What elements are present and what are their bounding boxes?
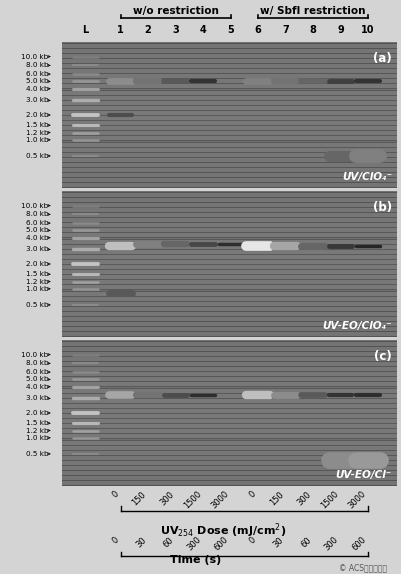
Text: 0.5 kb: 0.5 kb xyxy=(26,302,49,308)
Text: 1.2 kb: 1.2 kb xyxy=(26,428,49,433)
Text: 3.0 kb: 3.0 kb xyxy=(26,98,49,103)
Text: 0: 0 xyxy=(111,536,121,545)
Text: 0: 0 xyxy=(111,490,121,499)
Text: 8.0 kb: 8.0 kb xyxy=(26,360,49,366)
Text: (a): (a) xyxy=(373,52,392,65)
Text: 1500: 1500 xyxy=(182,490,203,511)
Text: 1.5 kb: 1.5 kb xyxy=(26,272,49,277)
Text: 1.0 kb: 1.0 kb xyxy=(26,286,49,292)
Text: 300: 300 xyxy=(323,536,340,553)
Text: 10: 10 xyxy=(361,25,375,35)
Text: 1.0 kb: 1.0 kb xyxy=(26,137,49,143)
Text: 150: 150 xyxy=(268,490,286,507)
Text: 3.0 kb: 3.0 kb xyxy=(26,246,49,253)
Text: 6.0 kb: 6.0 kb xyxy=(26,369,49,375)
Text: 1.5 kb: 1.5 kb xyxy=(26,420,49,426)
Text: 300: 300 xyxy=(295,490,313,507)
Text: UV-EO/Cl⁻: UV-EO/Cl⁻ xyxy=(336,470,392,480)
Text: L: L xyxy=(82,25,89,35)
Text: 4.0 kb: 4.0 kb xyxy=(26,384,49,390)
Text: 5: 5 xyxy=(227,25,234,35)
Text: 3.0 kb: 3.0 kb xyxy=(26,395,49,401)
Text: 10.0 kb: 10.0 kb xyxy=(21,53,49,60)
Text: 5.0 kb: 5.0 kb xyxy=(26,79,49,84)
Text: 1500: 1500 xyxy=(319,490,340,511)
Text: 1.2 kb: 1.2 kb xyxy=(26,130,49,135)
Text: 3000: 3000 xyxy=(346,490,368,511)
Text: 60: 60 xyxy=(299,536,313,549)
Text: 1.0 kb: 1.0 kb xyxy=(26,435,49,441)
Text: 2.0 kb: 2.0 kb xyxy=(26,261,49,267)
Text: 2.0 kb: 2.0 kb xyxy=(26,112,49,118)
Text: 1.5 kb: 1.5 kb xyxy=(26,122,49,128)
Text: 5.0 kb: 5.0 kb xyxy=(26,377,49,382)
Text: UV-EO/ClO₄⁻: UV-EO/ClO₄⁻ xyxy=(322,321,392,331)
Text: 6.0 kb: 6.0 kb xyxy=(26,220,49,226)
Text: UV/ClO₄⁻: UV/ClO₄⁻ xyxy=(342,172,392,182)
Text: 5.0 kb: 5.0 kb xyxy=(26,227,49,234)
Text: 0: 0 xyxy=(248,536,258,545)
Text: 4: 4 xyxy=(200,25,207,35)
Text: 0.5 kb: 0.5 kb xyxy=(26,153,49,159)
Text: w/ Sbfl restriction: w/ Sbfl restriction xyxy=(260,6,366,16)
Text: (b): (b) xyxy=(373,201,392,214)
Text: 10.0 kb: 10.0 kb xyxy=(21,352,49,358)
Text: 600: 600 xyxy=(213,536,231,553)
Text: 4.0 kb: 4.0 kb xyxy=(26,86,49,92)
Text: 9: 9 xyxy=(337,25,344,35)
Text: (c): (c) xyxy=(374,350,392,363)
Text: 3000: 3000 xyxy=(209,490,231,511)
Text: Time (s): Time (s) xyxy=(170,555,222,565)
Text: 2.0 kb: 2.0 kb xyxy=(26,410,49,416)
Text: 8.0 kb: 8.0 kb xyxy=(26,63,49,68)
Text: 1: 1 xyxy=(117,25,124,35)
Text: 300: 300 xyxy=(185,536,203,553)
Text: 3: 3 xyxy=(172,25,179,35)
Text: 0: 0 xyxy=(248,490,258,499)
Text: © ACS美国化学会: © ACS美国化学会 xyxy=(339,563,387,572)
Text: w/o restriction: w/o restriction xyxy=(133,6,219,16)
Text: 600: 600 xyxy=(350,536,368,553)
Text: 30: 30 xyxy=(134,536,148,549)
Text: 8.0 kb: 8.0 kb xyxy=(26,211,49,218)
Text: 10.0 kb: 10.0 kb xyxy=(21,203,49,208)
Text: 30: 30 xyxy=(271,536,286,549)
Text: 150: 150 xyxy=(131,490,148,507)
Text: 300: 300 xyxy=(158,490,176,507)
Text: 6: 6 xyxy=(255,25,261,35)
Text: 8: 8 xyxy=(310,25,316,35)
Text: 6.0 kb: 6.0 kb xyxy=(26,71,49,77)
Text: 60: 60 xyxy=(162,536,176,549)
Text: 2: 2 xyxy=(145,25,152,35)
Text: 4.0 kb: 4.0 kb xyxy=(26,235,49,241)
Text: 1.2 kb: 1.2 kb xyxy=(26,278,49,285)
Text: 7: 7 xyxy=(282,25,289,35)
Text: 0.5 kb: 0.5 kb xyxy=(26,451,49,457)
Text: UV$_{254}$ Dose (mJ/cm$^2$): UV$_{254}$ Dose (mJ/cm$^2$) xyxy=(160,521,286,540)
